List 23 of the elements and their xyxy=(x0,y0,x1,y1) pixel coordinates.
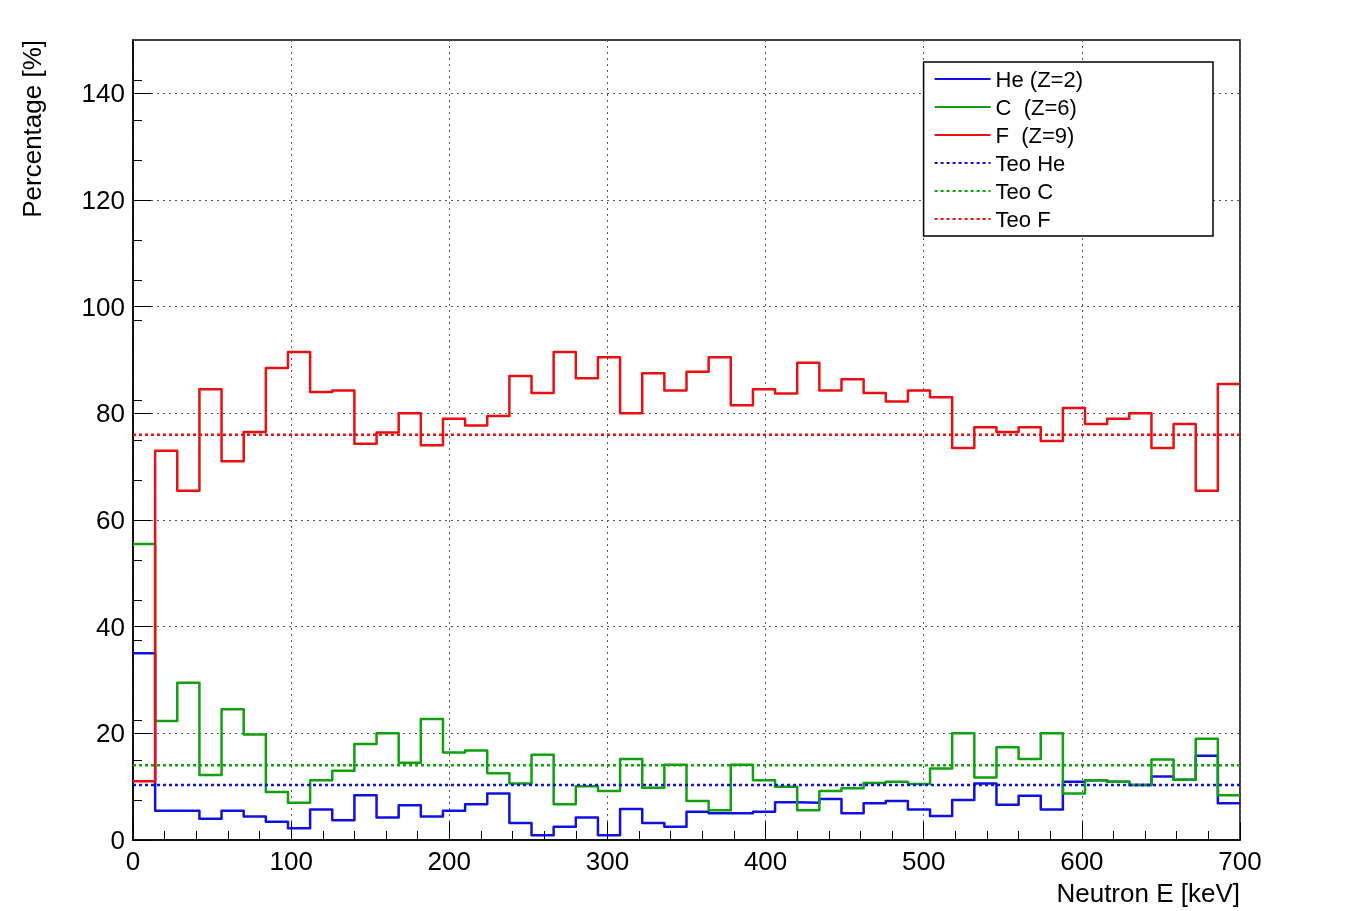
y-tick-label: 0 xyxy=(110,825,125,855)
x-axis-title: Neutron E [keV] xyxy=(1056,878,1240,908)
x-tick-label: 100 xyxy=(269,846,313,876)
y-tick-label: 140 xyxy=(81,78,125,109)
x-tick-label: 500 xyxy=(902,846,946,876)
y-tick-label: 80 xyxy=(96,398,125,429)
y-tick-label: 40 xyxy=(96,611,125,642)
y-tick-label: 60 xyxy=(96,505,125,535)
x-tick-label: 600 xyxy=(1060,846,1104,876)
x-tick-label: 400 xyxy=(743,846,788,876)
x-tick-label: 700 xyxy=(1218,846,1262,876)
y-tick-label: 100 xyxy=(81,291,125,322)
x-tick-label: 200 xyxy=(427,846,471,876)
y-axis-title: Percentage [%] xyxy=(17,40,47,218)
x-tick-label: 300 xyxy=(585,846,630,876)
legend-label: C (Z=6) xyxy=(995,94,1077,120)
legend-label: F (Z=9) xyxy=(995,122,1075,148)
legend-label: Teo C xyxy=(995,178,1054,204)
legend-label: Teo F xyxy=(995,206,1051,232)
legend-label: Teo He xyxy=(995,150,1066,176)
y-tick-label: 120 xyxy=(81,185,125,215)
y-tick-label: 20 xyxy=(96,718,125,749)
legend-label: He (Z=2) xyxy=(995,66,1084,92)
